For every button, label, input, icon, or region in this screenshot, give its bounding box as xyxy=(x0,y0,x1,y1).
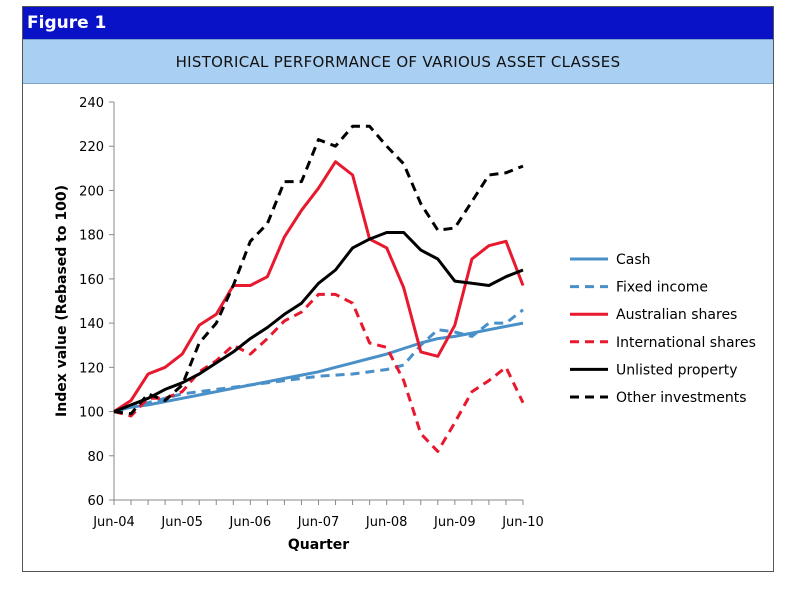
figure-label: Figure 1 xyxy=(23,7,773,39)
x-tick-label: Jun-08 xyxy=(365,515,408,530)
legend-label-other-investments: Other investments xyxy=(616,390,747,406)
series-line-other-investments xyxy=(113,124,524,416)
y-tick-label: 180 xyxy=(79,229,104,244)
legend-label-unlisted-property: Unlisted property xyxy=(616,362,738,378)
x-tick-label: Jun-04 xyxy=(92,515,135,530)
y-tick-label: 140 xyxy=(79,317,104,332)
y-tick-label: 120 xyxy=(79,361,104,376)
series-line-international-shares xyxy=(113,292,525,453)
series-line-fixed-income xyxy=(113,308,524,414)
legend-label-cash: Cash xyxy=(616,252,651,268)
legend-label-international-shares: International shares xyxy=(616,335,756,351)
x-axis-title: Quarter xyxy=(288,537,349,553)
x-tick-label: Jun-06 xyxy=(229,515,272,530)
y-axis-title: Index value (Rebased to 100) xyxy=(54,185,70,417)
x-tick-label: Jun-09 xyxy=(433,515,476,530)
y-tick-label: 100 xyxy=(79,406,104,421)
x-tick-label: Jun-07 xyxy=(297,515,340,530)
legend-label-australian-shares: Australian shares xyxy=(616,307,737,323)
y-tick-label: 240 xyxy=(79,96,104,111)
y-tick-label: 80 xyxy=(87,450,104,465)
x-tick-label: Jun-10 xyxy=(501,515,544,530)
y-tick-label: 60 xyxy=(87,494,104,509)
y-tick-label: 200 xyxy=(79,184,104,199)
series-line-cash xyxy=(113,321,524,414)
x-tick-label: Jun-05 xyxy=(160,515,203,530)
figure-frame: Figure 1 HISTORICAL PERFORMANCE OF VARIO… xyxy=(22,6,774,572)
series-line-unlisted-property xyxy=(113,231,524,413)
y-tick-label: 160 xyxy=(79,273,104,288)
y-tick-label: 220 xyxy=(79,140,104,155)
series-line-australian-shares xyxy=(113,160,525,413)
legend-label-fixed-income: Fixed income xyxy=(616,280,708,296)
chart-title: HISTORICAL PERFORMANCE OF VARIOUS ASSET … xyxy=(23,39,773,84)
